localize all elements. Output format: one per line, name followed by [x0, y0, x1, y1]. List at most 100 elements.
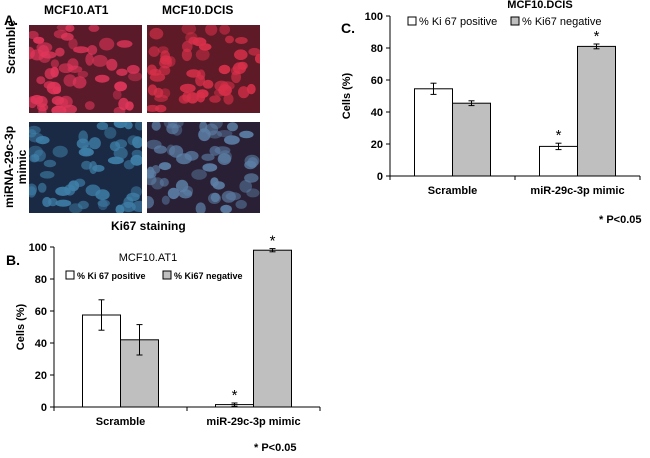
- cell-nucleus: [120, 201, 136, 213]
- cell-nucleus: [224, 135, 240, 145]
- micrograph-texture: [29, 25, 142, 113]
- cell-nucleus: [85, 53, 94, 66]
- micrograph-mimic-at1: [29, 122, 142, 213]
- cell-nucleus: [147, 166, 155, 179]
- panel-c-letter: C.: [341, 20, 355, 36]
- cell-nucleus: [36, 76, 46, 85]
- cell-nucleus: [97, 199, 110, 207]
- cell-nucleus: [202, 79, 214, 89]
- cell-nucleus: [204, 123, 219, 136]
- y-tick-label: 60: [35, 306, 47, 318]
- chart-mcf10-dcis: MCF10.DCIS 0 20 40 60 80 100 Cells (%) Scramble *…: [341, 0, 642, 226]
- significance-mark: *: [270, 233, 276, 250]
- legend-swatch: [162, 270, 172, 280]
- cell-nucleus: [30, 49, 45, 61]
- cell-nucleus: [88, 137, 101, 150]
- cell-nucleus: [159, 88, 171, 99]
- cell-nucleus: [78, 130, 88, 144]
- row-label-mimic: miRNA-29c-3p mimic: [2, 126, 29, 208]
- cell-nucleus: [218, 150, 232, 163]
- cell-nucleus: [99, 37, 115, 51]
- cell-nucleus: [88, 25, 100, 32]
- y-tick-label: 40: [371, 107, 383, 119]
- cell-nucleus: [29, 129, 37, 138]
- cell-nucleus: [118, 97, 129, 111]
- cell-nucleus: [244, 173, 259, 183]
- cell-nucleus: [157, 46, 169, 54]
- significance-mark: *: [594, 28, 600, 45]
- cell-nucleus: [72, 76, 87, 89]
- cell-nucleus: [182, 185, 194, 196]
- cell-nucleus: [114, 81, 127, 92]
- cell-nucleus: [182, 40, 193, 53]
- cell-nucleus: [123, 160, 135, 170]
- legend-label: % Ki67 negative: [522, 16, 602, 28]
- cell-nucleus: [149, 27, 164, 40]
- cell-nucleus: [205, 25, 218, 36]
- cell-nucleus: [159, 177, 169, 187]
- cell-nucleus: [35, 136, 50, 145]
- cell-nucleus: [217, 153, 232, 165]
- cell-nucleus: [55, 186, 71, 196]
- cell-nucleus: [201, 153, 215, 161]
- cell-nucleus: [198, 43, 212, 51]
- cell-nucleus: [29, 186, 37, 198]
- column-label-at1: MCF10.AT1: [44, 3, 109, 17]
- cell-nucleus: [186, 92, 199, 104]
- cell-nucleus: [223, 93, 234, 105]
- cell-nucleus: [230, 66, 241, 76]
- cell-nucleus: [78, 147, 94, 157]
- cell-nucleus: [246, 83, 256, 95]
- cell-nucleus: [134, 122, 142, 131]
- cell-nucleus: [69, 203, 83, 213]
- cell-nucleus: [239, 180, 252, 193]
- legend-label: % Ki 67 positive: [419, 16, 497, 28]
- cell-nucleus: [42, 196, 52, 208]
- y-tick-label: 80: [371, 43, 383, 55]
- bar: [414, 88, 453, 177]
- cell-nucleus: [147, 139, 162, 150]
- cell-nucleus: [179, 83, 196, 93]
- panel-a-caption: Ki67 staining: [111, 219, 186, 233]
- cell-nucleus: [35, 95, 48, 108]
- cell-nucleus: [116, 40, 133, 48]
- legend-swatch: [407, 16, 417, 26]
- cell-nucleus: [196, 92, 206, 103]
- y-tick-label: 80: [35, 274, 47, 286]
- cell-nucleus: [131, 149, 142, 158]
- cell-nucleus: [248, 47, 260, 56]
- y-tick-label: 40: [35, 338, 47, 350]
- chart-title: MCF10.DCIS: [507, 0, 572, 11]
- cell-nucleus: [112, 90, 122, 100]
- cell-nucleus: [151, 122, 161, 131]
- cell-nucleus: [227, 122, 238, 132]
- cell-nucleus: [217, 130, 233, 138]
- cell-nucleus: [77, 200, 89, 210]
- cell-nucleus: [50, 59, 59, 68]
- y-tick-label: 100: [365, 11, 383, 23]
- cell-nucleus: [220, 81, 235, 91]
- micrograph-texture: [29, 122, 142, 213]
- cell-nucleus: [218, 64, 231, 75]
- micrograph-scramble-at1: [29, 25, 142, 113]
- bar: [253, 249, 292, 408]
- micrograph-texture: [147, 122, 260, 213]
- chart-title: MCF10.AT1: [119, 252, 177, 264]
- panel-b-letter: B.: [6, 252, 20, 268]
- cell-nucleus: [126, 64, 140, 74]
- footnote: * P<0.05: [599, 214, 642, 226]
- x-category-label: Scramble: [96, 416, 146, 428]
- cell-nucleus: [128, 71, 142, 82]
- cell-nucleus: [65, 25, 75, 32]
- cell-nucleus: [235, 199, 247, 209]
- significance-mark: *: [556, 127, 562, 144]
- cell-nucleus: [52, 86, 62, 94]
- cell-nucleus: [202, 163, 218, 172]
- cell-nucleus: [95, 189, 110, 201]
- cell-nucleus: [148, 46, 160, 57]
- cell-nucleus: [55, 47, 65, 57]
- cell-nucleus: [171, 124, 183, 136]
- cell-nucleus: [51, 105, 67, 113]
- cell-nucleus: [159, 55, 172, 65]
- cell-nucleus: [195, 202, 206, 213]
